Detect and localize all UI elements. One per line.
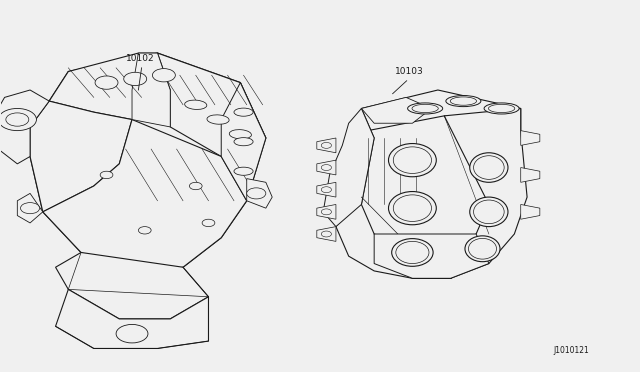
Circle shape [6, 113, 29, 126]
Ellipse shape [408, 103, 443, 114]
Ellipse shape [394, 195, 431, 221]
Circle shape [202, 219, 215, 227]
Ellipse shape [474, 200, 504, 224]
Ellipse shape [388, 144, 436, 177]
Polygon shape [521, 131, 540, 145]
Polygon shape [521, 167, 540, 182]
Circle shape [321, 142, 332, 148]
Text: 10102: 10102 [125, 54, 154, 63]
Polygon shape [323, 109, 374, 227]
Circle shape [321, 231, 332, 237]
Ellipse shape [470, 197, 508, 227]
Polygon shape [317, 138, 336, 153]
Polygon shape [317, 160, 336, 175]
Ellipse shape [450, 97, 477, 105]
Ellipse shape [234, 138, 253, 146]
Circle shape [138, 227, 151, 234]
Ellipse shape [396, 241, 429, 263]
Ellipse shape [394, 147, 431, 173]
Circle shape [0, 109, 36, 131]
Ellipse shape [234, 108, 253, 116]
Ellipse shape [392, 238, 433, 266]
Ellipse shape [185, 100, 207, 109]
Circle shape [321, 209, 332, 215]
Circle shape [189, 182, 202, 190]
Ellipse shape [207, 115, 229, 124]
Polygon shape [132, 53, 170, 127]
Polygon shape [43, 119, 246, 275]
Ellipse shape [468, 238, 497, 259]
Circle shape [20, 203, 40, 214]
Polygon shape [317, 227, 336, 241]
Polygon shape [0, 90, 49, 164]
Text: 10103: 10103 [395, 67, 424, 76]
Circle shape [100, 171, 113, 179]
Ellipse shape [465, 236, 500, 262]
Polygon shape [56, 289, 209, 349]
Polygon shape [246, 179, 272, 208]
Ellipse shape [229, 129, 252, 139]
Polygon shape [221, 83, 266, 201]
Circle shape [246, 188, 266, 199]
Polygon shape [30, 101, 132, 212]
Ellipse shape [484, 103, 519, 114]
Polygon shape [317, 205, 336, 219]
Polygon shape [17, 193, 43, 223]
Ellipse shape [488, 104, 515, 113]
Ellipse shape [446, 96, 481, 107]
Polygon shape [521, 205, 540, 219]
Circle shape [152, 68, 175, 82]
Polygon shape [157, 53, 266, 157]
Polygon shape [362, 97, 431, 123]
Ellipse shape [474, 156, 504, 179]
Ellipse shape [412, 104, 438, 113]
Circle shape [124, 72, 147, 86]
Text: J1010121: J1010121 [554, 346, 589, 355]
Polygon shape [374, 234, 489, 278]
Ellipse shape [388, 192, 436, 225]
Ellipse shape [470, 153, 508, 182]
Circle shape [95, 76, 118, 89]
Polygon shape [30, 53, 266, 275]
Polygon shape [56, 253, 209, 319]
Circle shape [116, 324, 148, 343]
Polygon shape [49, 53, 170, 119]
Polygon shape [362, 90, 521, 131]
Ellipse shape [234, 167, 253, 175]
Circle shape [321, 164, 332, 170]
Polygon shape [412, 109, 527, 278]
Circle shape [321, 187, 332, 193]
Polygon shape [336, 109, 412, 278]
Polygon shape [317, 182, 336, 197]
